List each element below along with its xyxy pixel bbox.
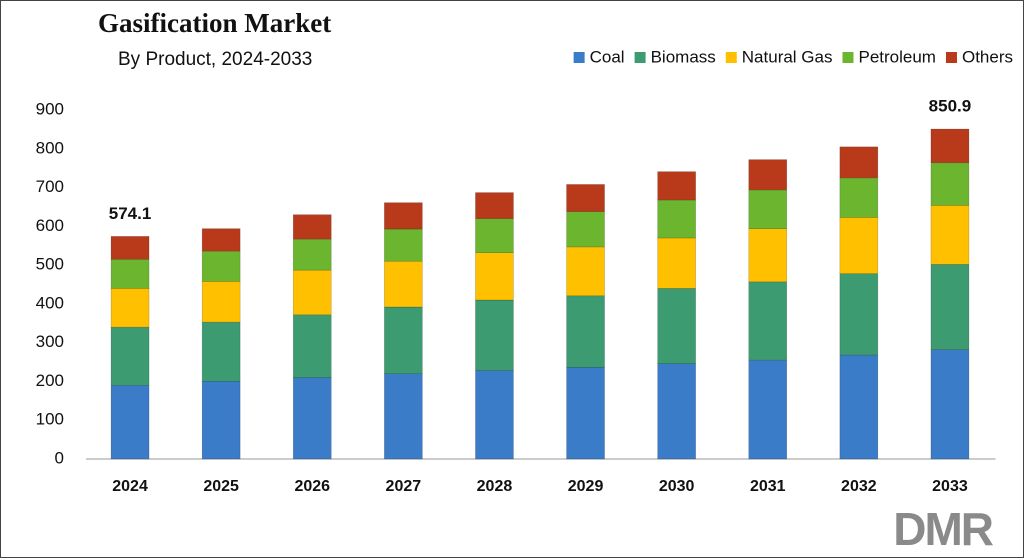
bar-segment — [292, 269, 332, 316]
bar-segment — [201, 228, 241, 252]
logo: DMR — [893, 503, 994, 555]
bar-segment — [748, 281, 788, 361]
bar-segment — [657, 199, 696, 239]
x-tick-label: 2029 — [568, 478, 604, 495]
x-tick-label: 2027 — [386, 478, 422, 495]
chart-title: Gasification Market — [98, 8, 331, 38]
bar-segment — [930, 205, 970, 265]
bar-segment — [748, 359, 788, 460]
bar-segment — [201, 321, 241, 382]
x-tick-label: 2033 — [932, 478, 968, 495]
x-tick-label: 2030 — [659, 478, 695, 495]
bar-segment — [566, 295, 605, 368]
bar-segment — [566, 211, 605, 248]
legend-label: Biomass — [651, 47, 716, 66]
bar-segment — [292, 377, 332, 460]
bar-segment — [201, 281, 241, 323]
y-tick-label: 0 — [55, 448, 64, 467]
y-tick-label: 300 — [36, 332, 64, 351]
legend-label: Others — [962, 47, 1013, 66]
bar-segment — [657, 363, 696, 460]
y-tick-label: 500 — [36, 255, 64, 274]
legend-swatch — [842, 52, 854, 63]
bar-segment — [930, 264, 970, 350]
x-tick-label: 2025 — [203, 478, 239, 495]
bar-segment — [475, 252, 514, 301]
y-tick-label: 600 — [36, 216, 64, 235]
bar-segment — [201, 381, 241, 460]
legend-swatch — [634, 52, 646, 63]
bar-segment — [384, 306, 423, 374]
total-label: 574.1 — [109, 204, 152, 223]
legend-label: Natural Gas — [742, 47, 833, 66]
bar-segment — [566, 367, 605, 460]
bar-segment — [292, 238, 332, 271]
bar-segment — [657, 171, 696, 201]
bar-segment — [292, 314, 332, 378]
chart-subtitle: By Product, 2024-2033 — [118, 49, 312, 70]
x-tick-label: 2028 — [477, 478, 513, 495]
bar-segment — [475, 370, 514, 460]
bar-segment — [748, 189, 788, 229]
bar-segment — [839, 177, 879, 218]
bar-segment — [292, 214, 332, 240]
x-tick-label: 2024 — [112, 478, 148, 495]
x-tick-label: 2031 — [750, 478, 786, 495]
bar-segment — [657, 237, 696, 289]
bar-segment — [110, 326, 150, 386]
bar-segment — [930, 349, 970, 460]
bar-segment — [748, 228, 788, 283]
x-tick-label: 2026 — [294, 478, 330, 495]
x-tick-label: 2032 — [841, 478, 877, 495]
bar-segment — [384, 260, 423, 308]
legend-label: Coal — [590, 47, 625, 66]
y-tick-label: 700 — [36, 177, 64, 196]
bar-segment — [475, 218, 514, 254]
bar-segment — [475, 192, 514, 219]
bar-segment — [110, 385, 150, 460]
bar-segment — [839, 273, 879, 356]
bar-segment — [657, 288, 696, 364]
bar-segment — [748, 159, 788, 191]
y-tick-label: 800 — [36, 138, 64, 157]
y-tick-label: 900 — [36, 99, 64, 118]
bar-segment — [384, 373, 423, 460]
bar-segment — [110, 258, 150, 289]
bar-segment — [201, 250, 241, 282]
legend-swatch — [573, 52, 585, 63]
bar-segment — [110, 288, 150, 328]
bar-segment — [566, 246, 605, 297]
y-tick-label: 200 — [36, 371, 64, 390]
bar-segment — [475, 299, 514, 371]
bar-segment — [930, 128, 970, 164]
legend-label: Petroleum — [858, 47, 935, 66]
y-tick-label: 400 — [36, 293, 64, 312]
bar-segment — [839, 217, 879, 274]
legend-swatch — [725, 52, 737, 63]
bar-segment — [110, 236, 150, 260]
bar-segment — [566, 184, 605, 212]
bar-segment — [839, 146, 879, 179]
total-label: 850.9 — [929, 97, 972, 116]
legend-swatch — [945, 52, 957, 63]
bar-segment — [384, 202, 423, 230]
bar-segment — [930, 162, 970, 206]
y-tick-label: 100 — [36, 410, 64, 429]
bar-segment — [384, 228, 423, 262]
bar-segment — [839, 354, 879, 460]
